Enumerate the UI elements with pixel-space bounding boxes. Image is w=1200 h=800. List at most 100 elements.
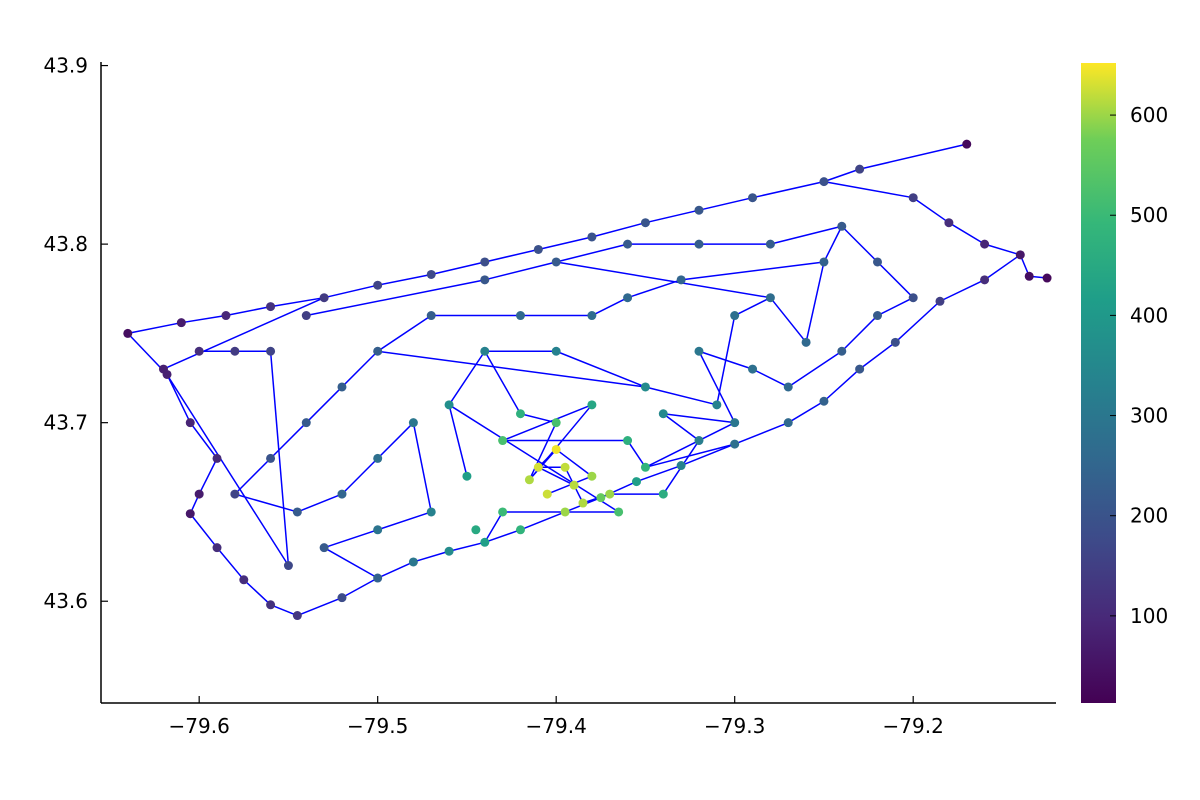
network-node <box>239 575 249 585</box>
network-edges <box>127 143 1048 617</box>
network-edge <box>555 350 646 388</box>
network-edge <box>645 386 718 406</box>
network-edge <box>823 368 861 402</box>
network-edge <box>377 350 646 388</box>
network-edge <box>645 443 735 469</box>
network-edge <box>189 513 218 549</box>
network-edge <box>681 261 825 281</box>
network-node <box>266 346 276 356</box>
network-node <box>730 311 740 321</box>
network-edge <box>269 351 290 566</box>
network-edge <box>948 222 985 245</box>
network-edge <box>645 209 700 224</box>
network-edge <box>734 421 789 445</box>
network-node <box>221 311 231 321</box>
network-edge <box>877 297 914 317</box>
network-node <box>292 611 302 621</box>
network-edge <box>341 457 379 495</box>
network-edge <box>270 296 325 308</box>
network-node <box>587 471 597 481</box>
y-tick-label: 43.8 <box>43 232 88 256</box>
x-axis: −79.6 −79.5 −79.4 −79.3 −79.2 <box>101 696 1056 738</box>
network-node <box>819 396 829 406</box>
colorbar-gradient <box>1081 63 1116 703</box>
network-node <box>640 462 650 472</box>
network-node <box>560 507 570 517</box>
network-edge <box>841 315 879 352</box>
network-node <box>337 382 347 392</box>
network-node <box>515 311 525 321</box>
network-edge <box>448 350 486 406</box>
network-node <box>283 561 293 571</box>
network-edge <box>698 196 753 211</box>
network-node <box>230 489 240 499</box>
network-edge <box>162 368 290 566</box>
network-node <box>498 507 508 517</box>
network-node <box>712 400 722 410</box>
network-edge <box>484 350 522 415</box>
y-tick-label: 43.6 <box>43 589 88 613</box>
network-node <box>623 436 633 446</box>
network-node <box>872 311 882 321</box>
network-node <box>640 382 650 392</box>
network-node <box>908 293 918 303</box>
network-node <box>551 444 561 454</box>
network-edge <box>225 305 271 317</box>
network-node <box>194 489 204 499</box>
network-edge <box>841 225 879 263</box>
network-edge <box>636 464 682 483</box>
network-node <box>123 328 133 338</box>
network-node <box>748 193 758 203</box>
network-node <box>212 453 222 463</box>
network-edge <box>270 422 307 459</box>
network-node <box>408 557 418 567</box>
network-node <box>908 193 918 203</box>
network-node <box>560 462 570 472</box>
network-edge <box>216 547 245 581</box>
network-node <box>765 293 775 303</box>
network-edge <box>556 243 628 263</box>
network-edge <box>528 422 557 481</box>
network-edge <box>377 561 414 579</box>
network-node <box>408 418 418 428</box>
network-edge <box>939 279 985 302</box>
network-edge <box>306 279 485 317</box>
network-edge <box>805 261 825 343</box>
network-edge <box>297 493 343 513</box>
network-node <box>373 280 383 290</box>
network-node <box>319 543 329 553</box>
network-edge <box>484 529 521 544</box>
network-node <box>551 346 561 356</box>
network-edge <box>859 341 896 370</box>
network-edge <box>769 297 807 343</box>
network-node <box>266 453 276 463</box>
network-edge <box>555 448 593 477</box>
network-edge <box>591 297 628 317</box>
network-node <box>819 177 829 187</box>
network-node <box>533 244 543 254</box>
network-node <box>337 593 347 603</box>
network-node <box>524 475 534 485</box>
network-node <box>694 346 704 356</box>
network-node <box>1024 271 1034 281</box>
network-edge <box>912 197 950 224</box>
x-tick-label: −79.4 <box>526 714 587 738</box>
network-edge <box>341 350 379 388</box>
network-node <box>319 293 329 303</box>
colorbar-tick-label: 200 <box>1130 504 1168 528</box>
network-edge <box>234 457 272 495</box>
network-node <box>569 480 579 490</box>
network-node <box>480 537 490 547</box>
network-node <box>658 409 668 419</box>
network-node <box>373 346 383 356</box>
network-edge <box>787 400 825 424</box>
network-node <box>694 205 704 215</box>
network-node <box>533 462 543 472</box>
network-node <box>426 269 436 279</box>
network-node <box>962 139 972 149</box>
network-node <box>765 239 775 249</box>
network-node <box>837 221 847 231</box>
network-node <box>444 400 454 410</box>
network-edge <box>413 550 450 563</box>
